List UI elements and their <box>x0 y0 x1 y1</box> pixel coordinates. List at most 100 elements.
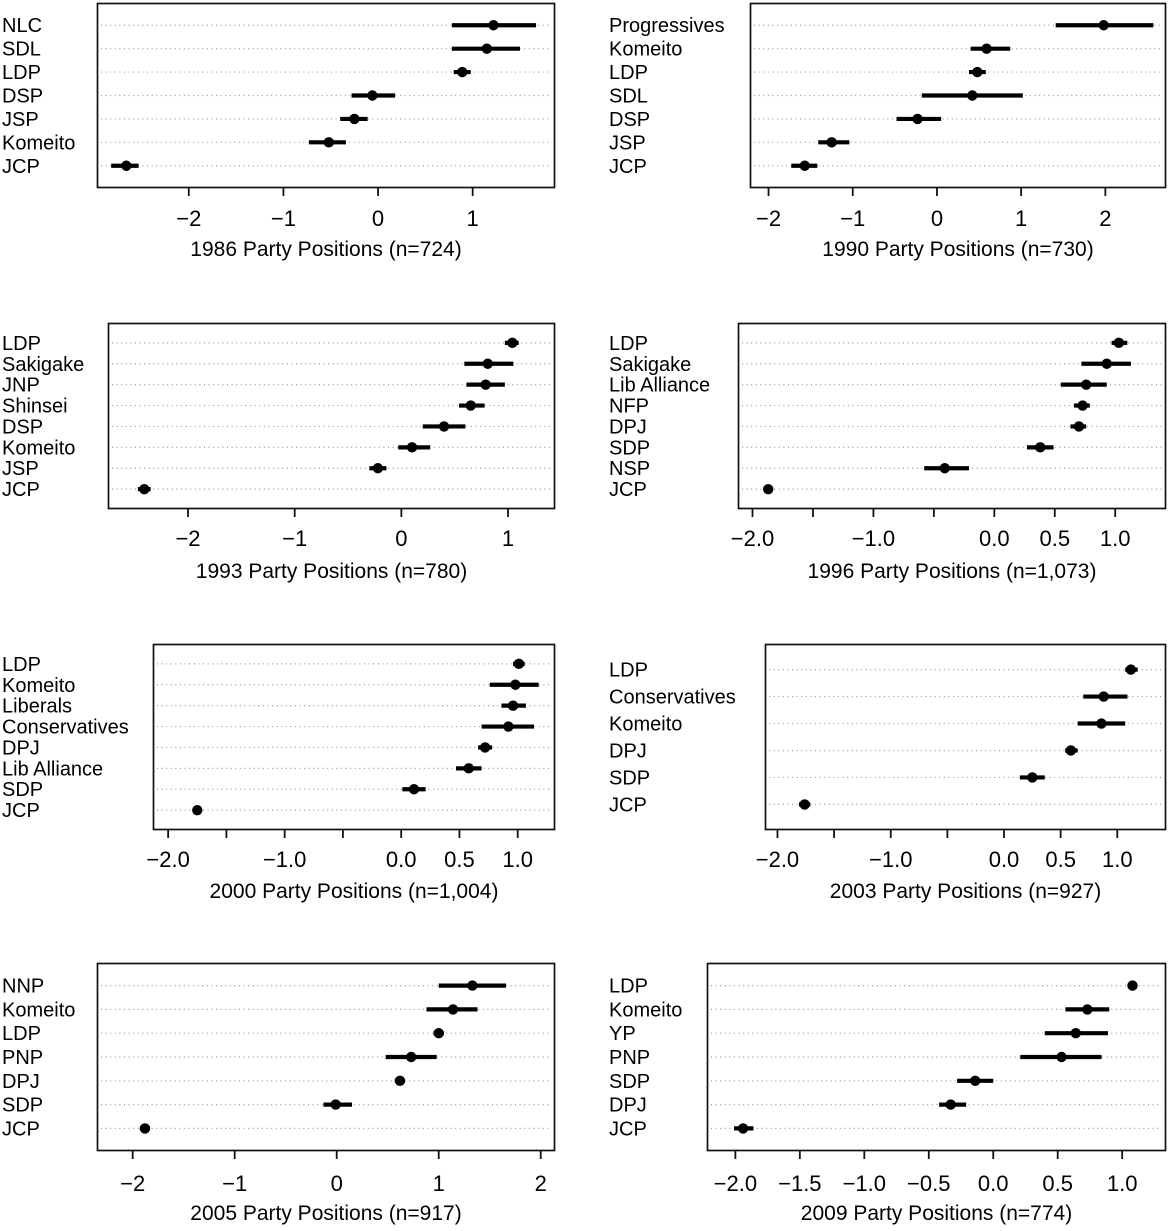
party-label: SDP <box>2 779 43 801</box>
panel-1990: Progressives Komeito LDP SDL DSP JSP JCP −2 −1 0 1… <box>585 0 1169 318</box>
party-label: JCP <box>2 800 40 822</box>
tick-label: 0.0 <box>979 526 1010 551</box>
tick-label: −1.0 <box>263 847 306 872</box>
chart-title-2009: 2009 Party Positions (n=774) <box>800 1202 1073 1225</box>
panel-1986: NLC SDL LDP DSP JSP Komeito JCP −2 −1 0 1 1986 Par… <box>0 0 585 318</box>
estimate-dot <box>438 421 450 432</box>
tick-label: 1.0 <box>1100 526 1131 551</box>
chart-title-2005: 2005 Party Positions (n=917) <box>190 1202 462 1225</box>
party-label: Komeito <box>2 999 75 1021</box>
party-label: Komeito <box>609 714 682 736</box>
panel-2000: LDP Komeito Liberals Conservatives DPJ Lib Al… <box>0 640 585 958</box>
party-label: LDP <box>609 333 648 355</box>
party-label: DPJ <box>609 740 647 762</box>
estimate-dot <box>408 784 420 795</box>
panel-2009: LDP Komeito YP PNP SDP DPJ JCP −2.0 −1.5 −1.0 −0.5… <box>585 958 1169 1225</box>
tick-label: −2.0 <box>756 847 799 872</box>
tick-label: 1 <box>502 526 514 551</box>
tick-label: −2 <box>176 206 201 231</box>
estimate-dot <box>1077 400 1088 411</box>
tick-label: −1.0 <box>843 1171 886 1196</box>
estimate-dot <box>1125 664 1137 675</box>
party-label: Conservatives <box>609 687 736 709</box>
estimate-dot <box>513 658 525 670</box>
tick-label: 0.0 <box>386 847 417 872</box>
party-label: SDL <box>2 39 41 61</box>
party-label: NSP <box>609 458 650 480</box>
party-label: SDP <box>609 437 650 459</box>
tick-label: 1.0 <box>1102 847 1133 872</box>
tick-label: 1 <box>1015 206 1027 231</box>
party-label: Komeito <box>609 999 682 1021</box>
chart-title-1996: 1996 Party Positions (n=1,073) <box>807 560 1097 583</box>
party-label: JCP <box>609 156 647 178</box>
party-label: JCP <box>2 1118 40 1140</box>
estimate-dot <box>503 721 514 732</box>
estimate-dot <box>1027 772 1038 783</box>
estimate-dot <box>139 483 150 495</box>
party-label: Komeito <box>2 437 75 459</box>
party-label: JCP <box>609 794 647 816</box>
estimate-dot <box>969 1075 981 1086</box>
party-label: Sakigake <box>2 354 84 376</box>
tick-label: −1 <box>282 526 307 551</box>
tick-label: −2.0 <box>146 847 189 872</box>
tick-label: −2 <box>175 526 200 551</box>
tick-label: −1 <box>271 206 296 231</box>
estimate-dot <box>406 442 418 453</box>
party-label: Liberals <box>2 696 72 718</box>
estimate-dot <box>1081 379 1092 390</box>
party-label: JCP <box>2 156 40 178</box>
estimate-dot <box>1082 1004 1093 1015</box>
panel-1993: LDP Sakigake JNP Shinsei DSP Komeito JSP JCP −2 −… <box>0 318 585 640</box>
estimate-dot <box>737 1123 749 1134</box>
chart-title-1993: 1993 Party Positions (n=780) <box>195 560 468 583</box>
estimate-dot <box>981 43 992 54</box>
party-label: LDP <box>2 333 41 355</box>
estimate-dot <box>349 113 360 125</box>
party-label: JSP <box>609 132 646 154</box>
party-label: Komeito <box>2 132 75 154</box>
party-label: SDP <box>2 1095 43 1117</box>
party-label: SDL <box>609 86 648 108</box>
party-label: Conservatives <box>2 717 129 739</box>
party-label: PNP <box>2 1047 43 1069</box>
party-label: DPJ <box>2 1071 40 1093</box>
tick-label: 0.0 <box>989 847 1020 872</box>
party-label: SDP <box>609 767 650 789</box>
tick-label: 0.0 <box>978 1171 1009 1196</box>
tick-label: 0.5 <box>1039 526 1070 551</box>
estimate-dot <box>967 90 978 101</box>
tick-label: 1.0 <box>502 847 533 872</box>
party-label: Komeito <box>609 39 682 61</box>
estimate-dot <box>1073 421 1085 432</box>
tick-label: 1.0 <box>1107 1171 1138 1196</box>
tick-label: 0.5 <box>1042 1171 1073 1196</box>
tick-label: 0 <box>331 1171 343 1196</box>
tick-label: −2 <box>756 206 781 231</box>
plot-box <box>764 643 1167 831</box>
tick-label: 1 <box>467 206 479 231</box>
estimate-dot <box>405 1051 417 1063</box>
estimate-dot <box>1056 1051 1067 1063</box>
chart-title-1986: 1986 Party Positions (n=724) <box>190 238 462 261</box>
estimate-dot <box>1065 745 1077 756</box>
estimate-dot <box>121 160 132 171</box>
tick-label: −1.5 <box>778 1171 821 1196</box>
estimate-dot <box>510 679 521 690</box>
tick-label: 0.5 <box>444 847 475 872</box>
party-label: PNP <box>609 1047 650 1069</box>
tick-label: 2 <box>1099 206 1111 231</box>
dot-plot-2003: LDP Conservatives Komeito DPJ SDP JCP −2.0 −1.0… <box>609 643 1167 872</box>
estimate-dot <box>488 20 499 31</box>
party-label: DSP <box>2 416 43 438</box>
party-label: Shinsei <box>2 396 68 418</box>
estimate-dot <box>1113 337 1125 349</box>
estimate-dot <box>1070 1028 1081 1039</box>
estimate-dot <box>972 66 983 78</box>
party-label: DPJ <box>2 737 40 759</box>
